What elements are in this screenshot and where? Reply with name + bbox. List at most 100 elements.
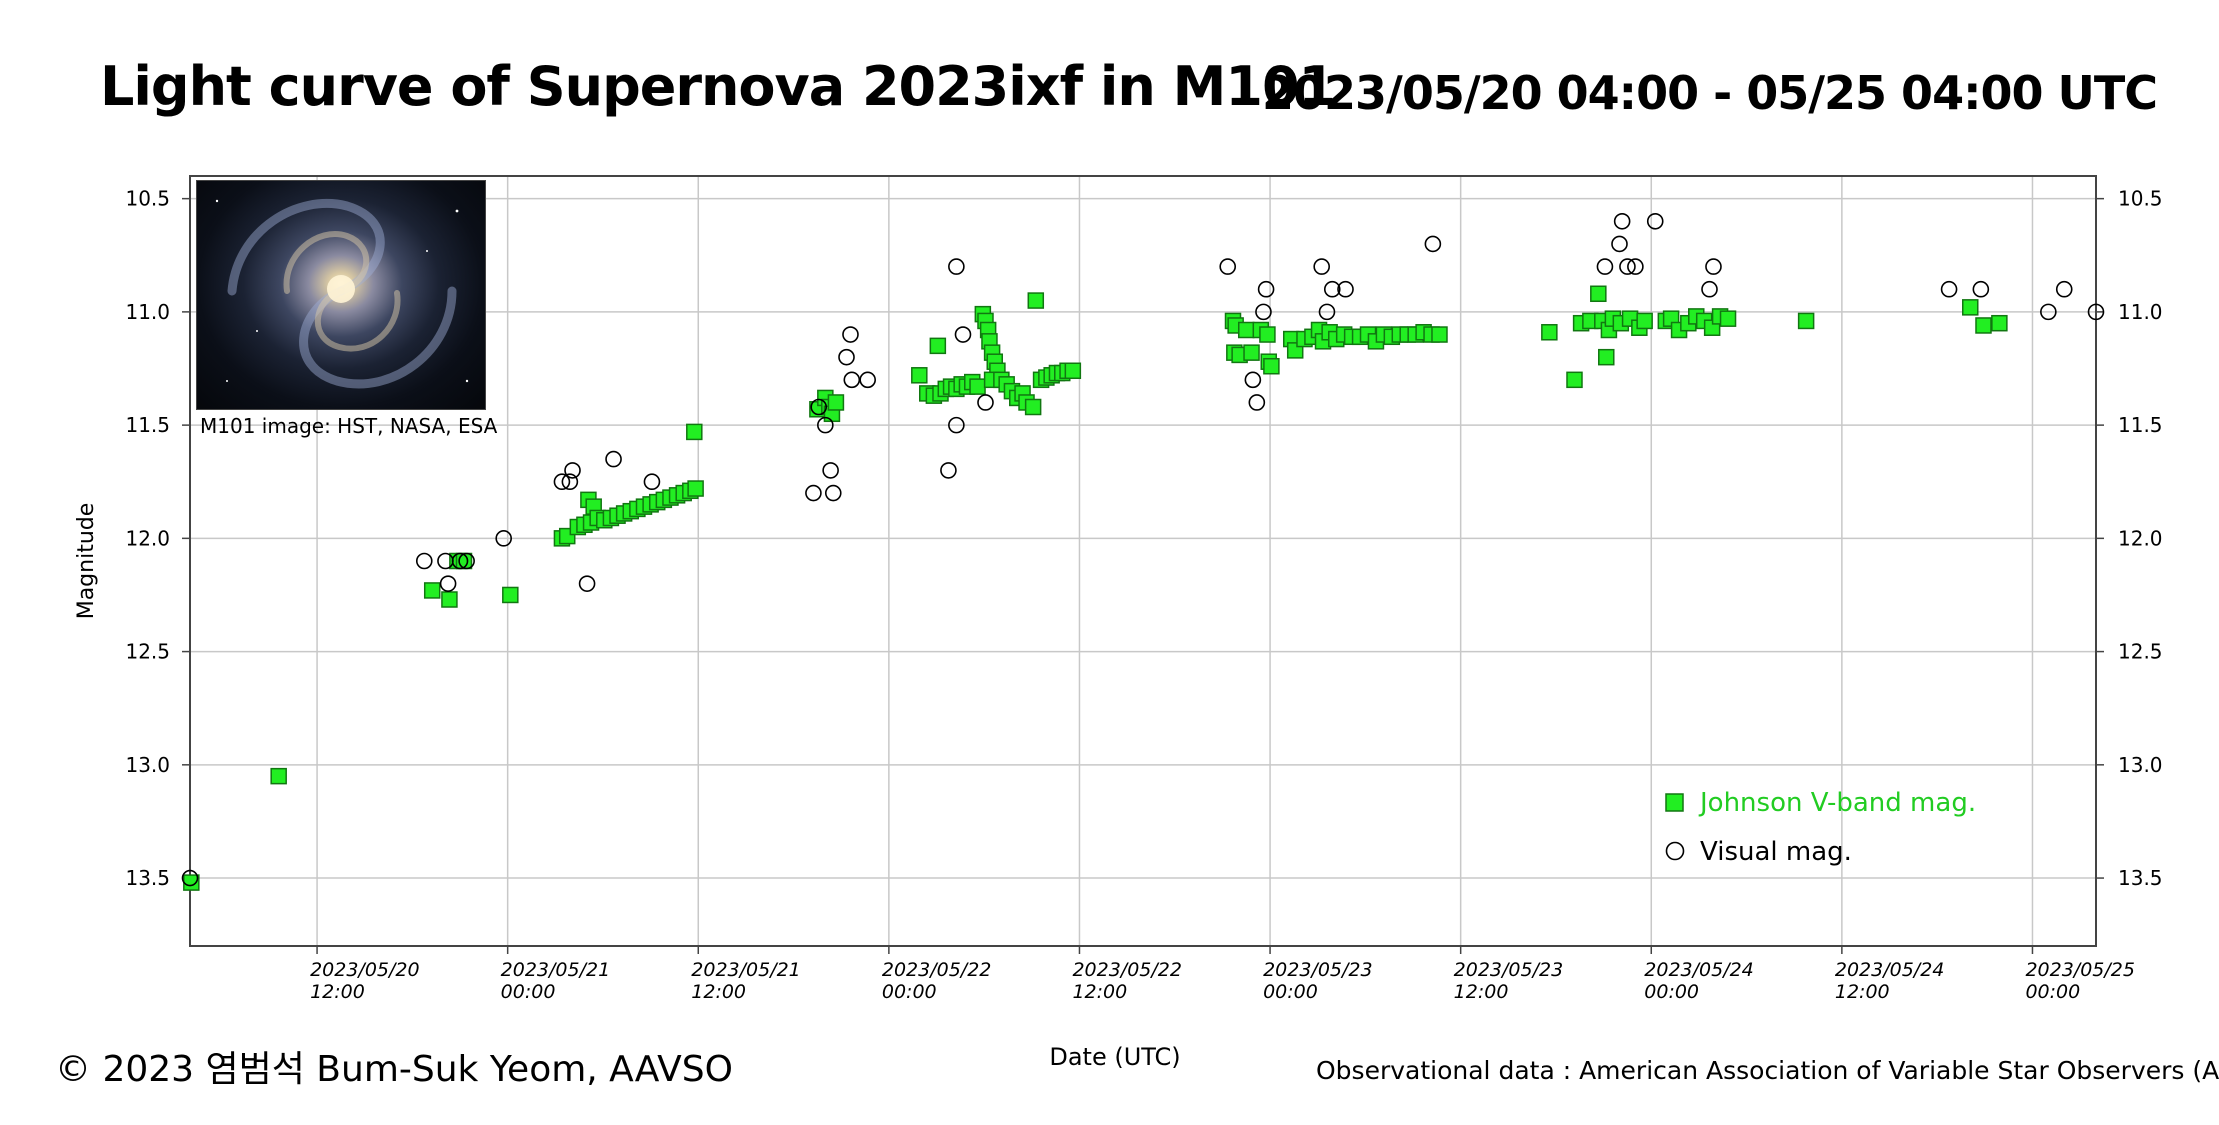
vband-point: [502, 586, 519, 604]
visual-point: [1337, 280, 1354, 298]
vband-point: [1541, 324, 1558, 341]
x-tick-label: 2023/05/23: [1454, 959, 1564, 981]
x-tick-label: 2023/05/21: [501, 959, 611, 981]
vband-point: [1237, 321, 1255, 339]
visual-point: [1646, 212, 1664, 230]
x-tick-label: 00:00: [501, 981, 556, 1003]
visual-point: [1940, 280, 1958, 298]
y-tick-label: 13.5: [125, 866, 170, 890]
visual-point: [977, 394, 994, 411]
visual-point: [451, 552, 469, 570]
x-tick-label: 00:00: [2025, 981, 2080, 1003]
visual-point: [1627, 258, 1644, 275]
grid-lines: [190, 176, 2096, 946]
image-caption: M101 image: HST, NASA, ESA: [200, 414, 498, 438]
visual-point: [2087, 303, 2105, 321]
visual-point: [1219, 258, 1237, 275]
y-ticks-left: 10.5 11.0 11.5 12.0 12.5 13.0 13.5: [125, 187, 190, 890]
visual-point: [1596, 258, 1614, 275]
vband-point: [827, 394, 845, 411]
legend-vband-marker: [1665, 793, 1684, 812]
visual-point: [940, 462, 957, 479]
vband-point: [1797, 312, 1815, 330]
visual-point: [1611, 235, 1628, 253]
x-tick-label: 2023/05/22: [882, 959, 992, 981]
y-tick-label: 12.5: [2118, 640, 2163, 664]
x-ticks: 2023/05/2012:002023/05/2100:002023/05/21…: [310, 946, 2135, 1003]
visual-point: [948, 258, 965, 275]
visual-point: [843, 371, 861, 389]
y-axis-label: Magnitude: [74, 503, 99, 620]
galaxy-image: [196, 180, 486, 410]
x-tick-label: 2023/05/21: [691, 959, 801, 981]
vband-point: [1027, 292, 1045, 309]
copyright: © 2023 염범석 Bum-Suk Yeom, AAVSO: [55, 1049, 733, 1090]
vband-point: [1024, 398, 1042, 416]
vband-point: [1259, 326, 1276, 343]
date-range: 2023/05/20 04:00 - 05/25 04:00 UTC: [1262, 66, 2158, 120]
x-tick-label: 2023/05/25: [2025, 959, 2135, 981]
visual-point: [822, 462, 839, 479]
y-tick-label: 13.5: [2118, 866, 2163, 890]
vband-point: [1975, 317, 1992, 334]
x-tick-label: 12:00: [1072, 981, 1127, 1003]
x-tick-label: 2023/05/24: [1835, 959, 1945, 981]
y-tick-label: 12.5: [125, 640, 170, 664]
visual-point: [1244, 371, 1262, 389]
visual-point: [564, 462, 581, 479]
visual-point: [2055, 280, 2073, 298]
x-tick-label: 12:00: [1454, 981, 1509, 1003]
visual-point: [838, 348, 855, 366]
vband-point: [1719, 310, 1737, 327]
x-tick-label: 2023/05/22: [1072, 959, 1182, 981]
visual-point: [859, 371, 876, 389]
visual-point: [495, 530, 512, 547]
x-tick-label: 2023/05/23: [1263, 959, 1373, 981]
visual-point: [954, 326, 972, 343]
visual-point: [458, 552, 475, 570]
visual-point: [1972, 280, 1990, 298]
vband-point: [1636, 312, 1653, 330]
visual-point: [1424, 235, 1442, 253]
vband-point: [1598, 348, 1615, 366]
vband-point: [1243, 344, 1260, 361]
visual-point: [1257, 280, 1275, 298]
x-tick-label: 2023/05/24: [1644, 959, 1754, 981]
visual-point: [1619, 258, 1636, 275]
x-axis-label: Date (UTC): [1049, 1043, 1180, 1071]
visual-point: [643, 473, 661, 491]
plot-frame: [189, 175, 2097, 947]
vband-point: [1064, 362, 1082, 380]
visual-point: [1313, 258, 1330, 275]
visual-point: [1318, 303, 1336, 321]
y-tick-label: 12.0: [125, 526, 170, 550]
x-tick-label: 00:00: [1644, 981, 1699, 1003]
vband-point: [911, 367, 928, 384]
visual-point: [824, 484, 842, 502]
vband-point: [1590, 285, 1607, 303]
y-tick-label: 11.0: [125, 300, 170, 324]
visual-point: [561, 473, 579, 491]
y-tick-label: 11.0: [2118, 300, 2163, 324]
visual-point: [415, 552, 433, 570]
visual-point: [1701, 280, 1718, 298]
x-tick-label: 00:00: [882, 981, 937, 1003]
visual-point: [948, 416, 965, 434]
visual-point: [1255, 303, 1272, 321]
vband-point: [1566, 371, 1583, 389]
visual-point: [817, 416, 834, 434]
y-ticks-right: 10.5 11.0 11.5 12.0 12.5 13.0 13.5: [2096, 187, 2163, 890]
visual-point: [1613, 212, 1631, 230]
y-tick-label: 11.5: [2118, 413, 2163, 437]
y-tick-label: 11.5: [125, 413, 170, 437]
vband-point: [1431, 326, 1448, 343]
vband-point: [929, 337, 947, 355]
y-tick-label: 10.5: [125, 187, 170, 211]
visual-point: [842, 326, 859, 343]
y-tick-label: 10.5: [2118, 187, 2163, 211]
chart-title: Light curve of Supernova 2023ixf in M101: [100, 55, 1336, 118]
y-tick-label: 13.0: [125, 753, 170, 777]
legend-visual-label: Visual mag.: [1700, 837, 1852, 867]
visual-point: [810, 398, 828, 416]
